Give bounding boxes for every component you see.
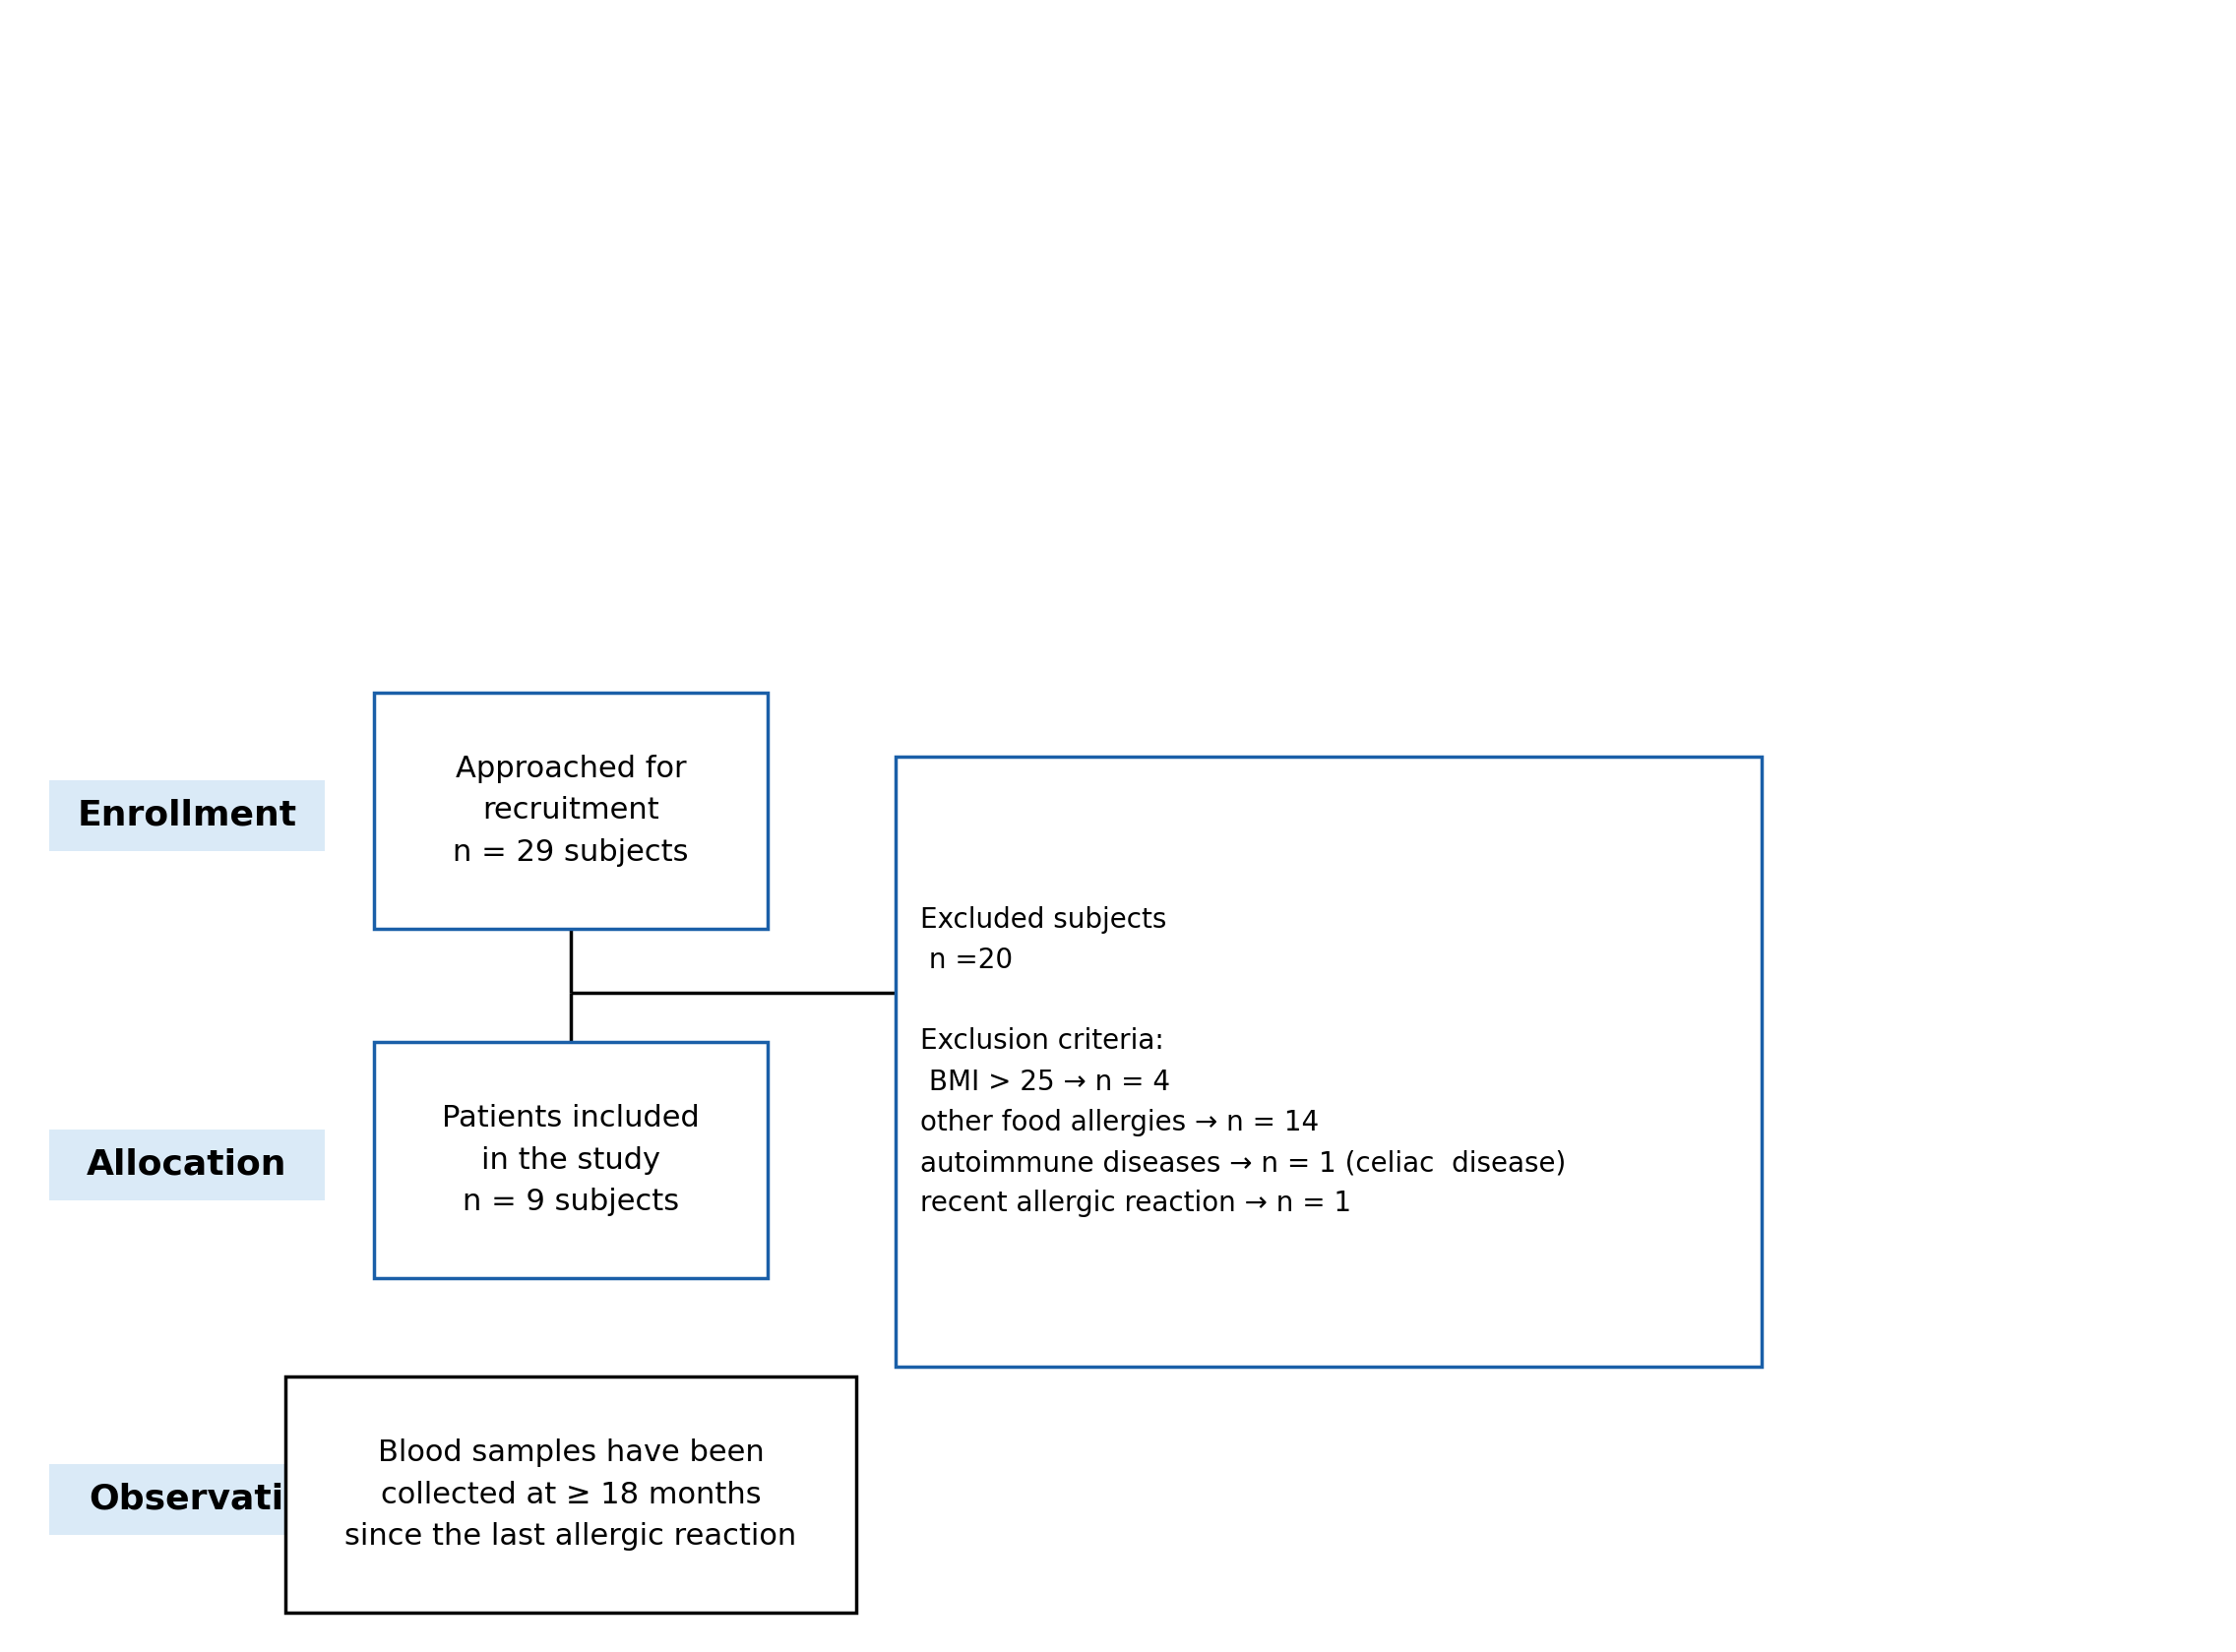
FancyBboxPatch shape [49,1130,324,1201]
Text: Approached for
recruitment
n = 29 subjects: Approached for recruitment n = 29 subjec… [454,755,689,867]
FancyBboxPatch shape [897,757,1762,1366]
FancyBboxPatch shape [286,1376,856,1612]
FancyBboxPatch shape [49,780,324,851]
FancyBboxPatch shape [373,1042,767,1279]
Text: Observation: Observation [89,1483,333,1517]
Text: Excluded subjects
 n =20

Exclusion criteria:
 BMI > 25 → n = 4
other food aller: Excluded subjects n =20 Exclusion criter… [921,905,1565,1218]
Text: Enrollment: Enrollment [78,800,297,833]
Text: Allocation: Allocation [87,1148,286,1181]
FancyBboxPatch shape [49,1464,373,1535]
Text: Patients included
in the study
n = 9 subjects: Patients included in the study n = 9 sub… [443,1104,700,1216]
FancyBboxPatch shape [373,692,767,928]
Text: Blood samples have been
collected at ≥ 18 months
since the last allergic reactio: Blood samples have been collected at ≥ 1… [344,1439,796,1551]
